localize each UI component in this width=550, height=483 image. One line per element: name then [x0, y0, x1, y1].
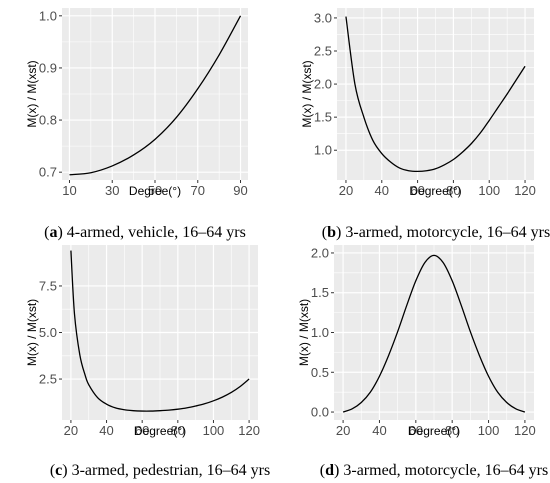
y-tick-label: 0.5	[311, 365, 329, 380]
panel-caption: (a) 4-armed, vehicle, 16–64 yrs	[44, 224, 246, 241]
x-tick-label: 70	[191, 183, 205, 198]
y-tick-label: 1.5	[311, 285, 329, 300]
y-tick-label: 1.0	[39, 8, 57, 23]
x-tick-label: 80	[171, 423, 185, 438]
x-tick-label: 20	[64, 423, 78, 438]
panel-letter: c	[55, 462, 62, 479]
x-tick-label: 40	[99, 423, 113, 438]
series-line	[70, 250, 250, 412]
x-tick-label: 20	[336, 423, 350, 438]
x-tick-label: 60	[135, 423, 149, 438]
y-tick-label: 0.0	[311, 405, 329, 420]
x-tick-label: 40	[372, 423, 386, 438]
y-tick-label: 2.5	[314, 44, 332, 59]
x-tick-label: 10	[62, 183, 76, 198]
x-tick-label: 60	[409, 423, 423, 438]
y-axis-title: M(x) / M(xst)	[25, 60, 39, 127]
y-tick-label: 0.7	[39, 165, 57, 180]
x-tick-label: 60	[410, 183, 424, 198]
y-tick-label: 1.5	[314, 110, 332, 125]
x-tick-label: 80	[446, 183, 460, 198]
y-axis-title: M(x) / M(xst)	[300, 60, 314, 127]
panel-letter: b	[327, 224, 336, 241]
x-axis-title: Degree(°)	[129, 184, 181, 198]
y-tick-label: 5.0	[39, 325, 57, 340]
y-tick-label: 7.5	[39, 278, 57, 293]
y-tick-label: 0.9	[39, 60, 57, 75]
y-tick-label: 2.5	[39, 372, 57, 387]
y-tick-label: 2.0	[314, 77, 332, 92]
x-axis-title: Degree(°)	[134, 424, 186, 438]
y-axis-title: M(x) / M(xst)	[25, 299, 39, 366]
x-tick-label: 100	[478, 183, 500, 198]
x-tick-label: 20	[339, 183, 353, 198]
x-tick-label: 120	[238, 423, 260, 438]
y-tick-label: 2.0	[311, 245, 329, 260]
x-tick-label: 100	[203, 423, 225, 438]
x-axis-title: Degree(°)	[409, 184, 461, 198]
y-tick-label: 0.8	[39, 113, 57, 128]
x-tick-label: 80	[445, 423, 459, 438]
x-tick-label: 30	[105, 183, 119, 198]
x-tick-label: 120	[514, 423, 536, 438]
y-tick-label: 3.0	[314, 10, 332, 25]
x-tick-label: 100	[478, 423, 500, 438]
series-line	[342, 254, 526, 413]
panel-d: 20 40 60 80 100 120 0.0 0.5 1.0 1.5 2.0 Degree(°) M(…	[297, 245, 548, 479]
x-tick-label: 50	[148, 183, 162, 198]
panel-a: 10 30 50 70 90 0.7 0.8 0.9 1.0 Degree(°) M(x) / M(…	[25, 8, 248, 241]
series-line	[69, 15, 242, 176]
y-axis-title: M(x) / M(xst)	[297, 299, 311, 366]
panel-letter: a	[49, 224, 57, 241]
panel-caption: (c) 3-armed, pedestrian, 16–64 yrs	[50, 462, 270, 479]
panel-c: 20 40 60 80 100 120 2.5 5.0 7.5 Degree(°) M(x) / M…	[25, 245, 270, 479]
y-tick-label: 1.0	[314, 143, 332, 158]
panel-b: 20 40 60 80 100 120 1.0 1.5 2.0 2.5 3.0 Degree(°) M(…	[300, 8, 550, 241]
panel-caption: (d) 3-armed, motorcycle, 16–64 yrs	[320, 462, 548, 479]
y-tick-label: 1.0	[311, 325, 329, 340]
series-line	[345, 16, 526, 173]
x-tick-label: 120	[514, 183, 536, 198]
panel-letter: d	[325, 462, 334, 479]
x-tick-label: 40	[375, 183, 389, 198]
x-tick-label: 90	[233, 183, 247, 198]
x-axis-title: Degree(°)	[408, 424, 460, 438]
panel-caption: (b) 3-armed, motorcycle, 16–64 yrs	[322, 224, 550, 241]
